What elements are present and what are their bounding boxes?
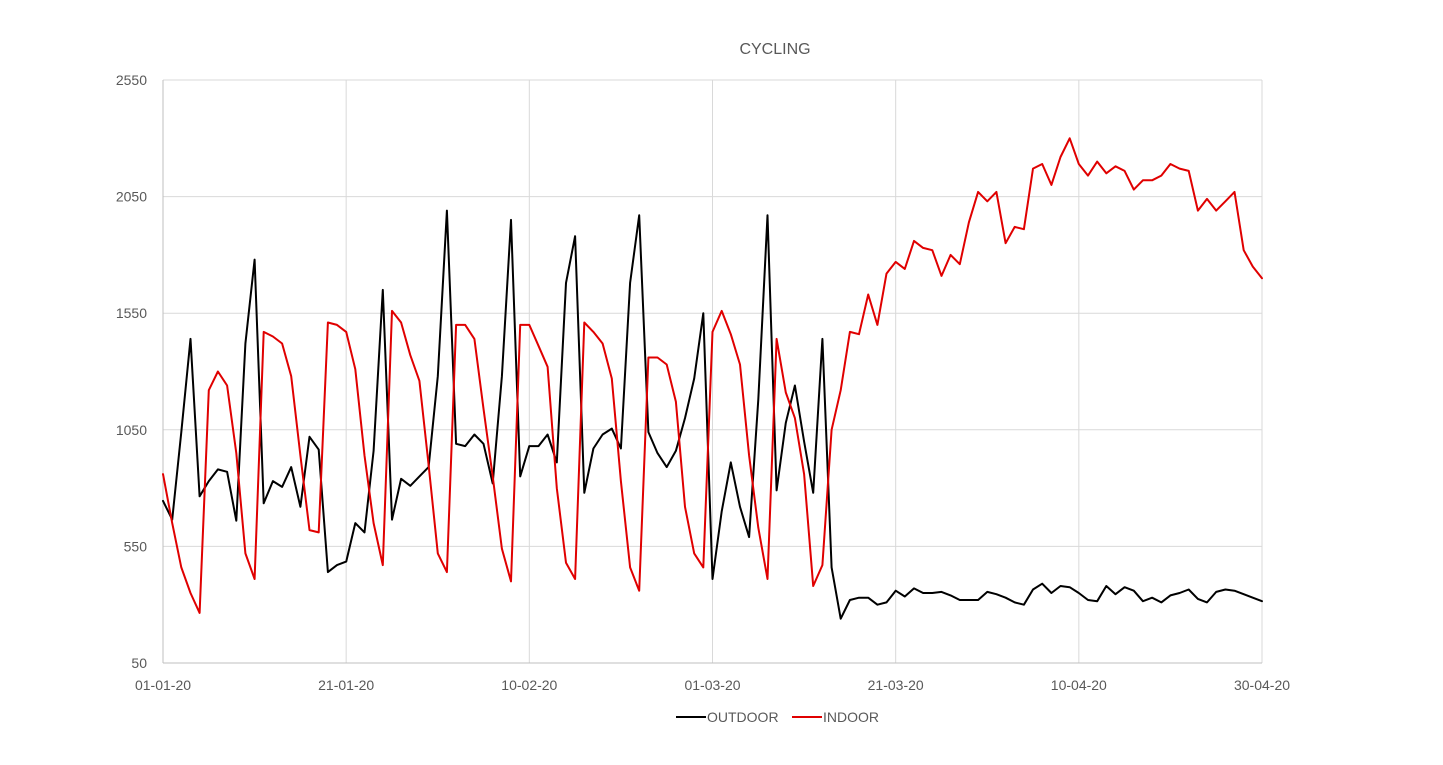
legend: OUTDOOR INDOOR <box>676 709 879 725</box>
chart-title: CYCLING <box>739 41 810 58</box>
y-tick-label: 2050 <box>116 189 147 205</box>
x-tick-label: 10-02-20 <box>501 677 557 693</box>
x-tick-label: 01-03-20 <box>684 677 740 693</box>
legend-label-indoor: INDOOR <box>823 709 879 725</box>
y-tick-label: 2550 <box>116 72 147 88</box>
grid-lines <box>163 79 1263 663</box>
x-tick-label: 21-03-20 <box>868 677 924 693</box>
y-tick-label: 1550 <box>116 305 147 321</box>
x-tick-label: 30-04-20 <box>1234 677 1290 693</box>
y-tick-label: 550 <box>124 538 148 554</box>
series-line-outdoor <box>162 209 1263 620</box>
y-tick-label: 50 <box>131 655 147 671</box>
x-tick-label: 21-01-20 <box>318 677 374 693</box>
x-tick-label: 01-01-20 <box>135 677 191 693</box>
legend-label-outdoor: OUTDOOR <box>707 709 779 725</box>
series-lines <box>162 137 1263 620</box>
axes: 50 550 1050 1550 2050 2550 01-01-20 21-01-20 10-… <box>116 72 1290 693</box>
series-line-indoor <box>162 137 1263 614</box>
x-tick-label: 10-04-20 <box>1051 677 1107 693</box>
y-tick-label: 1050 <box>116 422 147 438</box>
